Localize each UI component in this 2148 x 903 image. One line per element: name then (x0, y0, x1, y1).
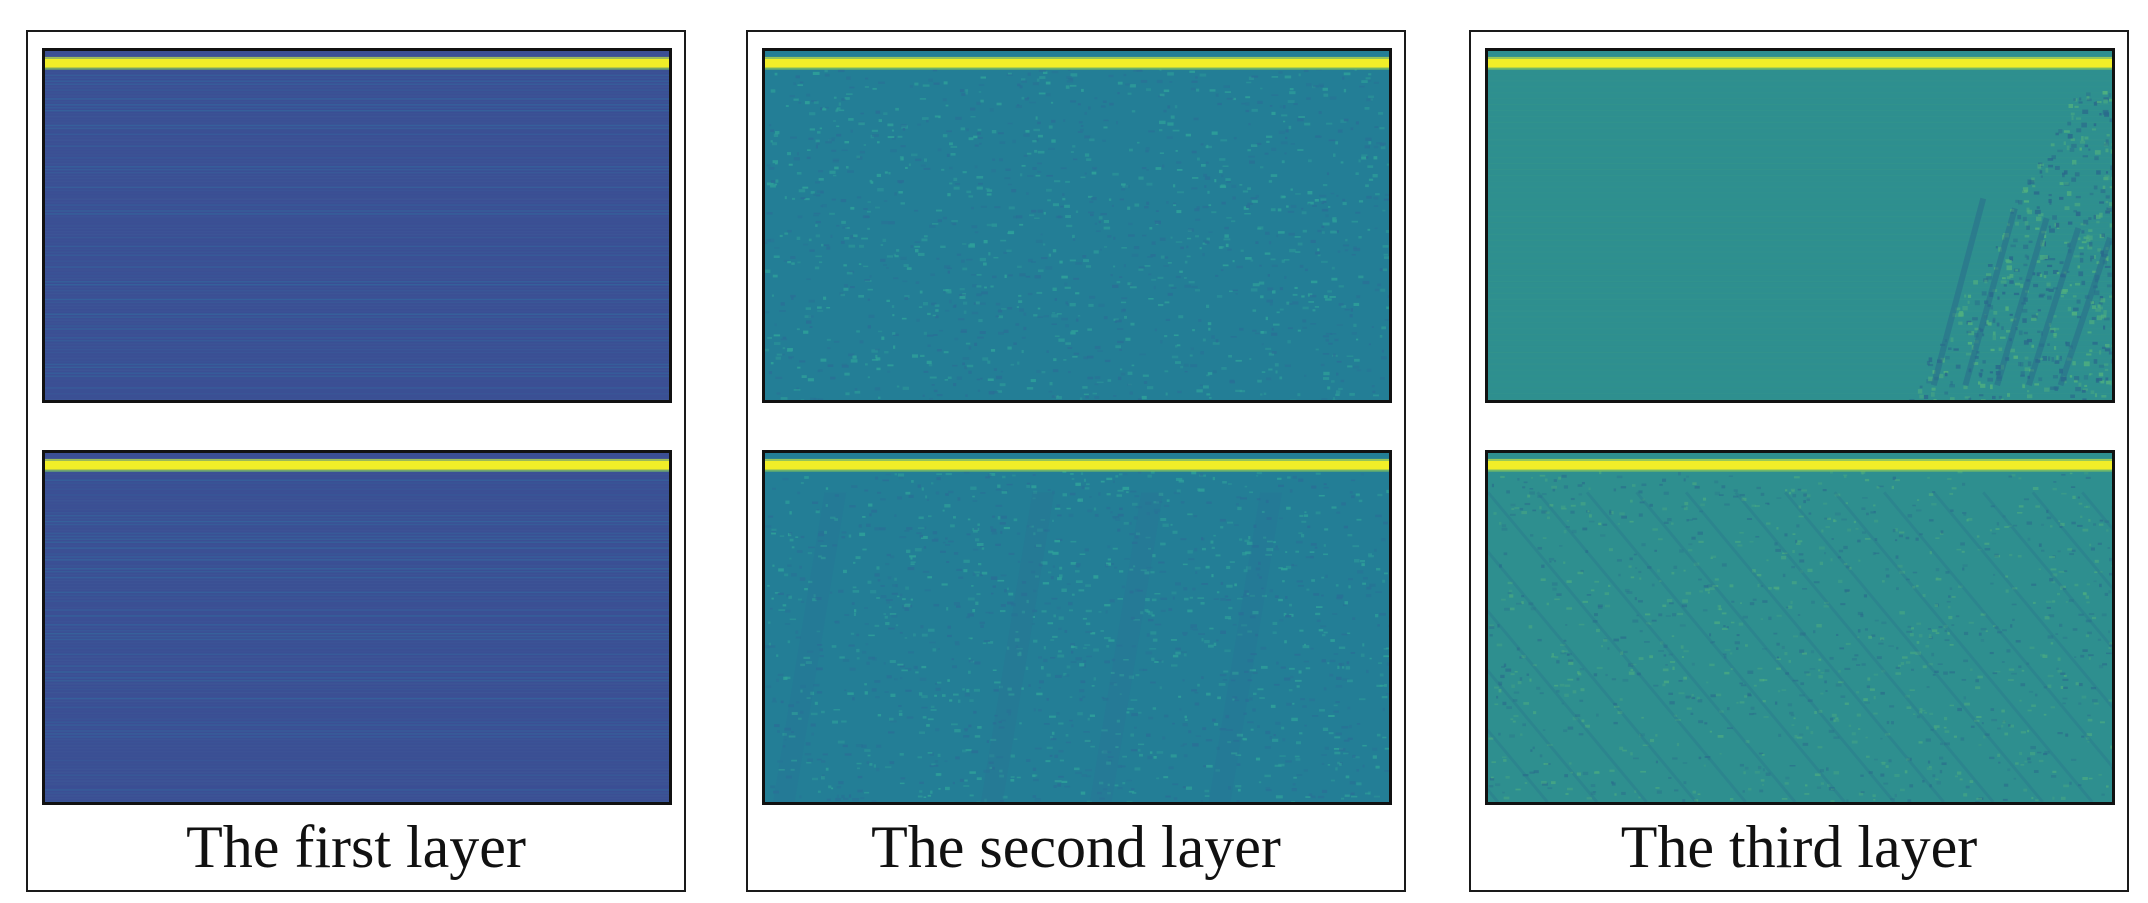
first-layer-bottom-map (42, 450, 672, 805)
third-layer-top-map (1485, 48, 2115, 403)
third-layer-panel: The third layer (1469, 30, 2129, 892)
second-layer-caption: The second layer (871, 814, 1281, 880)
first-layer-caption: The first layer (186, 814, 526, 880)
second-layer-bottom-map (762, 450, 1392, 805)
first-layer-top-map (42, 48, 672, 403)
third-layer-caption: The third layer (1620, 814, 1978, 880)
third-layer-bottom-map (1485, 450, 2115, 805)
first-layer-panel: The first layer (26, 30, 686, 892)
second-layer-top-map (762, 48, 1392, 403)
second-layer-panel: The second layer (746, 30, 1406, 892)
